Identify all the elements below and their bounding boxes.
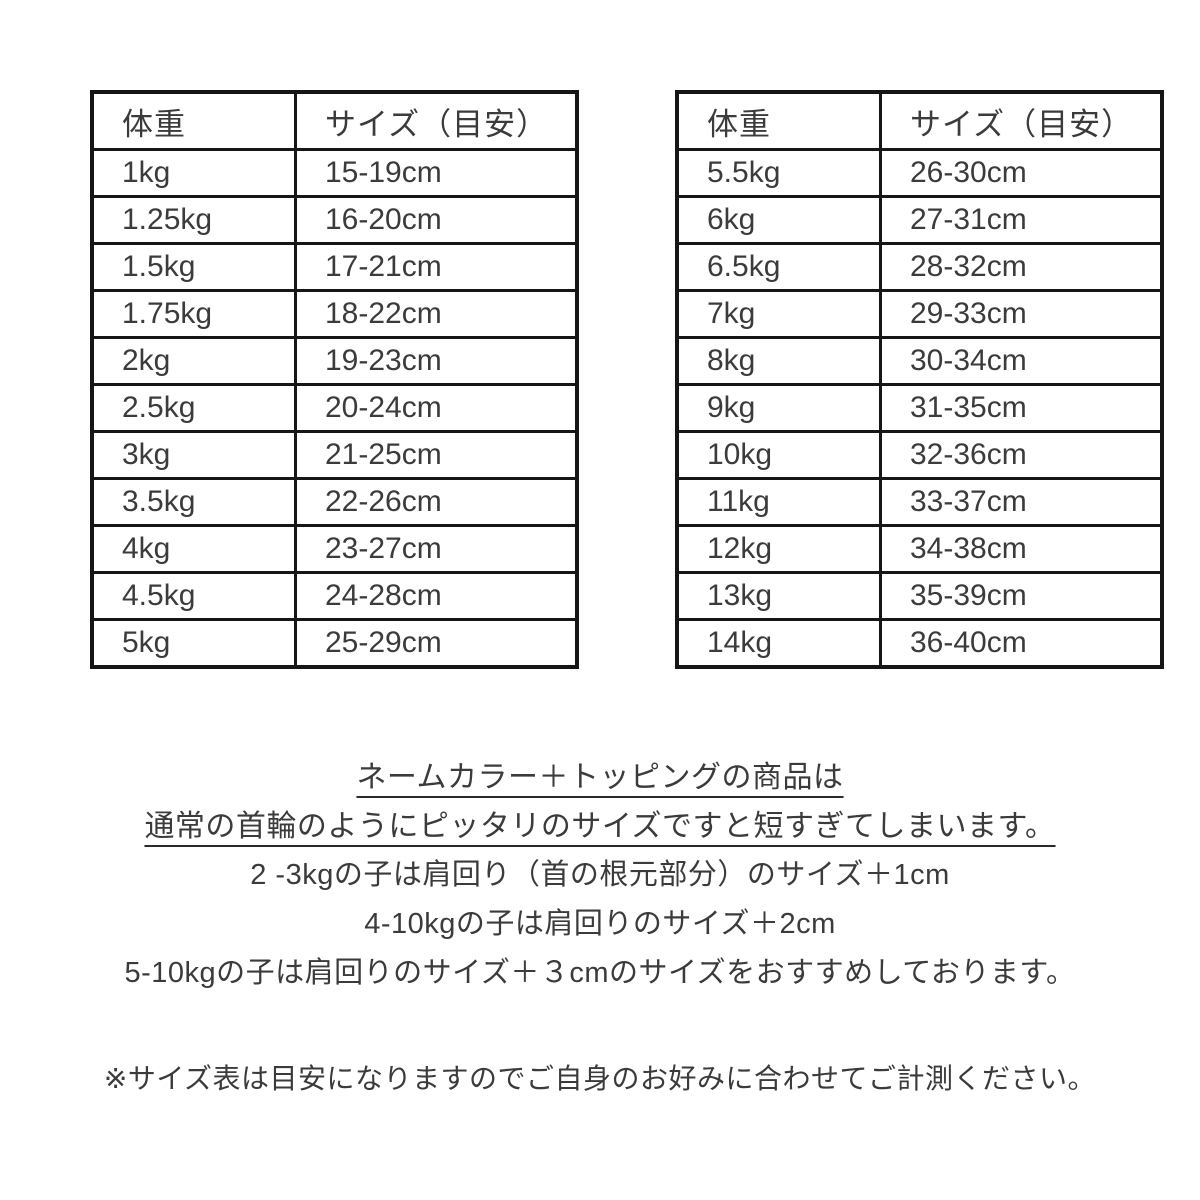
table-row: 12kg 34-38cm [675, 524, 1164, 574]
weight-cell: 1.5kg [90, 242, 297, 292]
weight-cell: 6kg [675, 195, 882, 245]
table-row: 7kg 29-33cm [675, 289, 1164, 339]
table-row: 4kg 23-27cm [90, 524, 579, 574]
size-cell: 20-24cm [294, 383, 579, 433]
table-row: 体重 サイズ（目安） [675, 90, 1164, 151]
weight-cell: 2kg [90, 336, 297, 386]
note-recommendation-2-3kg: 2 -3kgの子は肩回り（首の根元部分）のサイズ＋1cm [250, 859, 950, 891]
weight-cell: 1.75kg [90, 289, 297, 339]
size-cell: 33-37cm [879, 477, 1164, 527]
weight-cell: 8kg [675, 336, 882, 386]
table-row: 6.5kg 28-32cm [675, 242, 1164, 292]
table-row: 2.5kg 20-24cm [90, 383, 579, 433]
table-row: 1kg 15-19cm [90, 148, 579, 198]
table-row: 13kg 35-39cm [675, 571, 1164, 621]
weight-cell: 6.5kg [675, 242, 882, 292]
size-cell: 35-39cm [879, 571, 1164, 621]
table-header-row: 体重 サイズ（目安） [675, 90, 1164, 151]
weight-cell: 13kg [675, 571, 882, 621]
table-row: 11kg 33-37cm [675, 477, 1164, 527]
size-cell: 24-28cm [294, 571, 579, 621]
size-cell: 34-38cm [879, 524, 1164, 574]
weight-cell: 11kg [675, 477, 882, 527]
note-footnote-disclaimer: ※サイズ表は目安になりますのでご自身のお好みに合わせてご計測ください。 [103, 1063, 1097, 1094]
size-cell: 17-21cm [294, 242, 579, 292]
size-cell: 28-32cm [879, 242, 1164, 292]
table-body: 5.5kg 26-30cm 6kg 27-31cm 6.5kg 28-32cm 7kg 29-… [675, 148, 1164, 669]
table-row: 3.5kg 22-26cm [90, 477, 579, 527]
note-recommendation-5-10kg: 5-10kgの子は肩回りのサイズ＋３cmのサイズをおすすめしております。 [124, 957, 1076, 989]
note-heading-line-2: 通常の首輪のようにピッタリのサイズですと短すぎてしまいます。 [144, 810, 1056, 843]
weight-cell: 14kg [675, 618, 882, 669]
column-header-weight: 体重 [90, 90, 297, 151]
sizing-notes-block: ネームカラー＋トッピングの商品は 通常の首輪のようにピッタリのサイズですと短すぎ… [0, 753, 1200, 1103]
weight-cell: 9kg [675, 383, 882, 433]
table-row: 体重 サイズ（目安） [90, 90, 579, 151]
size-cell: 29-33cm [879, 289, 1164, 339]
weight-cell: 12kg [675, 524, 882, 574]
note-heading-line-1: ネームカラー＋トッピングの商品は [356, 761, 844, 794]
size-cell: 27-31cm [879, 195, 1164, 245]
size-cell: 25-29cm [294, 618, 579, 669]
size-cell: 23-27cm [294, 524, 579, 574]
weight-cell: 1.25kg [90, 195, 297, 245]
size-cell: 32-36cm [879, 430, 1164, 480]
size-cell: 16-20cm [294, 195, 579, 245]
weight-cell: 10kg [675, 430, 882, 480]
weight-cell: 4.5kg [90, 571, 297, 621]
table-row: 8kg 30-34cm [675, 336, 1164, 386]
size-cell: 31-35cm [879, 383, 1164, 433]
size-cell: 21-25cm [294, 430, 579, 480]
weight-cell: 7kg [675, 289, 882, 339]
table-row: 4.5kg 24-28cm [90, 571, 579, 621]
table-row: 5.5kg 26-30cm [675, 148, 1164, 198]
column-header-size: サイズ（目安） [879, 90, 1164, 151]
table-row: 10kg 32-36cm [675, 430, 1164, 480]
size-table-large-dogs: 体重 サイズ（目安） 5.5kg 26-30cm 6kg 27-31cm 6.5kg 28… [675, 90, 1164, 669]
size-cell: 30-34cm [879, 336, 1164, 386]
weight-cell: 3kg [90, 430, 297, 480]
table-row: 2kg 19-23cm [90, 336, 579, 386]
table-row: 1.5kg 17-21cm [90, 242, 579, 292]
size-cell: 15-19cm [294, 148, 579, 198]
table-row: 3kg 21-25cm [90, 430, 579, 480]
table-row: 1.25kg 16-20cm [90, 195, 579, 245]
weight-cell: 5kg [90, 618, 297, 669]
size-cell: 22-26cm [294, 477, 579, 527]
size-cell: 18-22cm [294, 289, 579, 339]
size-cell: 19-23cm [294, 336, 579, 386]
size-cell: 36-40cm [879, 618, 1164, 669]
table-row: 9kg 31-35cm [675, 383, 1164, 433]
weight-cell: 2.5kg [90, 383, 297, 433]
weight-cell: 5.5kg [675, 148, 882, 198]
weight-cell: 4kg [90, 524, 297, 574]
weight-cell: 3.5kg [90, 477, 297, 527]
table-body: 1kg 15-19cm 1.25kg 16-20cm 1.5kg 17-21cm 1.75k… [90, 148, 579, 669]
table-row: 5kg 25-29cm [90, 618, 579, 669]
size-cell: 26-30cm [879, 148, 1164, 198]
weight-cell: 1kg [90, 148, 297, 198]
size-table-small-dogs: 体重 サイズ（目安） 1kg 15-19cm 1.25kg 16-20cm 1.5kg 1… [90, 90, 579, 669]
table-row: 6kg 27-31cm [675, 195, 1164, 245]
table-header-row: 体重 サイズ（目安） [90, 90, 579, 151]
table-row: 1.75kg 18-22cm [90, 289, 579, 339]
table-row: 14kg 36-40cm [675, 618, 1164, 669]
column-header-size: サイズ（目安） [294, 90, 579, 151]
note-recommendation-4-10kg: 4-10kgの子は肩回りのサイズ＋2cm [364, 908, 836, 940]
column-header-weight: 体重 [675, 90, 882, 151]
